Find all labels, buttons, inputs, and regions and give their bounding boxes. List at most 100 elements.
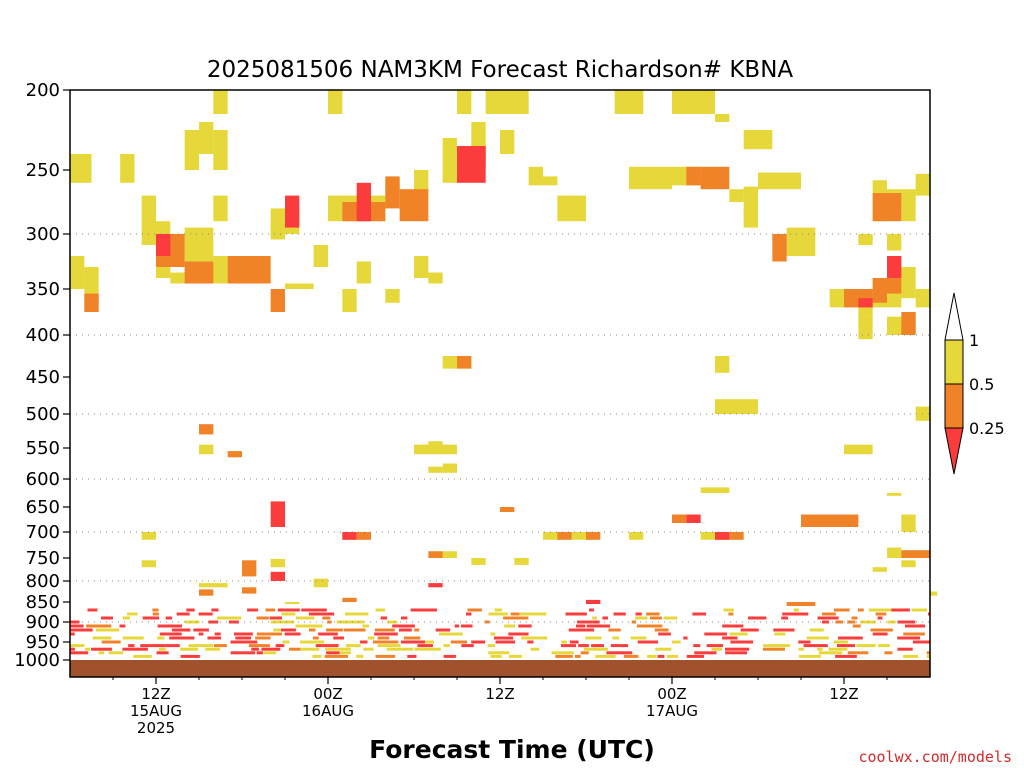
heatmap-cell [392, 624, 415, 628]
legend-label: 0.5 [969, 375, 994, 394]
heatmap-cell [655, 647, 672, 651]
heatmap-cell [490, 632, 496, 636]
heatmap-cell [261, 647, 281, 651]
heatmap-cell [186, 608, 195, 612]
heatmap-cell [199, 444, 214, 455]
heatmap-cell [313, 245, 328, 267]
heatmap-cell [646, 612, 660, 616]
heatmap-cell [667, 654, 679, 658]
heatmap-cell [296, 616, 315, 620]
heatmap-cell [256, 632, 282, 636]
heatmap-cell [650, 616, 662, 620]
heatmap-cell [758, 172, 801, 190]
heatmap-cell [773, 628, 795, 632]
heatmap-cell [242, 256, 271, 284]
heatmap-cell [326, 651, 340, 655]
heatmap-cell [901, 514, 916, 532]
heatmap-cell [211, 608, 219, 612]
heatmap-cell [199, 583, 228, 588]
heatmap-cell [270, 571, 285, 581]
heatmap-cell [407, 654, 417, 658]
heatmap-cell [270, 501, 285, 527]
heatmap-cell [629, 166, 672, 190]
heatmap-cell [897, 636, 921, 640]
y-tick-label: 950 [26, 632, 60, 653]
heatmap-cell [301, 608, 327, 612]
heatmap-cell [70, 620, 80, 624]
heatmap-cell [722, 624, 744, 628]
heatmap-cell [127, 612, 138, 616]
heatmap-cell [207, 636, 222, 640]
heatmap-cell [443, 644, 450, 648]
heatmap-cell [715, 532, 730, 540]
heatmap-cell [70, 632, 75, 636]
heatmap-cell [806, 636, 829, 640]
heatmap-cell [692, 612, 706, 616]
heatmap-cell [818, 651, 843, 655]
heatmap-cell [743, 130, 773, 150]
heatmap-cell [722, 636, 738, 640]
heatmap-cell [95, 628, 120, 632]
heatmap-cell [704, 632, 727, 636]
heatmap-cell [520, 612, 547, 616]
heatmap-cell [860, 620, 876, 624]
heatmap-cell [576, 624, 586, 628]
heatmap-cell [284, 632, 301, 636]
legend-label: 0.25 [969, 419, 1005, 438]
heatmap-cell [199, 424, 214, 435]
y-tick-label: 350 [26, 279, 60, 300]
heatmap-cell [228, 620, 239, 624]
heatmap-cell [122, 636, 144, 640]
heatmap-cell [315, 644, 339, 648]
heatmap-cell [285, 283, 314, 289]
heatmap-cell [169, 636, 195, 640]
heatmap-cell [362, 624, 369, 628]
heatmap-cell [213, 195, 228, 222]
x-tick-label: 12Z [485, 685, 514, 703]
heatmap-cell [346, 644, 361, 648]
heatmap-cell [385, 176, 400, 209]
heatmap-cell [872, 567, 887, 572]
heatmap-cell [70, 647, 75, 651]
heatmap-cell [428, 466, 443, 473]
heatmap-cell [152, 612, 159, 616]
heatmap-cell [457, 90, 472, 114]
heatmap-cell [809, 628, 824, 632]
heatmap-cell [729, 532, 744, 540]
heatmap-cell [208, 620, 219, 624]
heatmap-cell [508, 654, 522, 658]
heatmap-cell [308, 612, 335, 616]
heatmap-cell [608, 628, 621, 632]
heatmap-cell [493, 636, 514, 640]
heatmap-cell [647, 654, 657, 658]
heatmap-cell [360, 640, 368, 644]
heatmap-cell [658, 632, 671, 636]
heatmap-cell [798, 647, 804, 651]
heatmap-cell [686, 514, 701, 523]
heatmap-cell [911, 608, 928, 612]
heatmap-cell [375, 608, 385, 612]
heatmap-cell [140, 644, 166, 648]
heatmap-cell [285, 602, 300, 604]
heatmap-cell [568, 628, 595, 632]
heatmap-cell [488, 612, 508, 616]
heatmap-cell [98, 651, 105, 655]
y-tick-label: 300 [26, 224, 60, 245]
heatmap-cell [318, 632, 338, 636]
heatmap-cell [844, 444, 873, 455]
heatmap-cell [821, 620, 829, 624]
heatmap-cell [356, 261, 371, 284]
heatmap-cell [375, 654, 396, 658]
legend-arrow-bottom [944, 427, 964, 475]
heatmap-cell [613, 612, 626, 616]
heatmap-cell [930, 591, 938, 596]
heatmap-cell [380, 616, 388, 620]
heatmap-cell [901, 195, 916, 222]
heatmap-cell [884, 651, 893, 655]
heatmap-cell [485, 90, 529, 114]
heatmap-cell [372, 640, 399, 644]
heatmap-cell [728, 612, 734, 616]
heatmap-cell [156, 234, 171, 256]
heatmap-cell [852, 624, 861, 628]
heatmap-cell [657, 654, 665, 658]
